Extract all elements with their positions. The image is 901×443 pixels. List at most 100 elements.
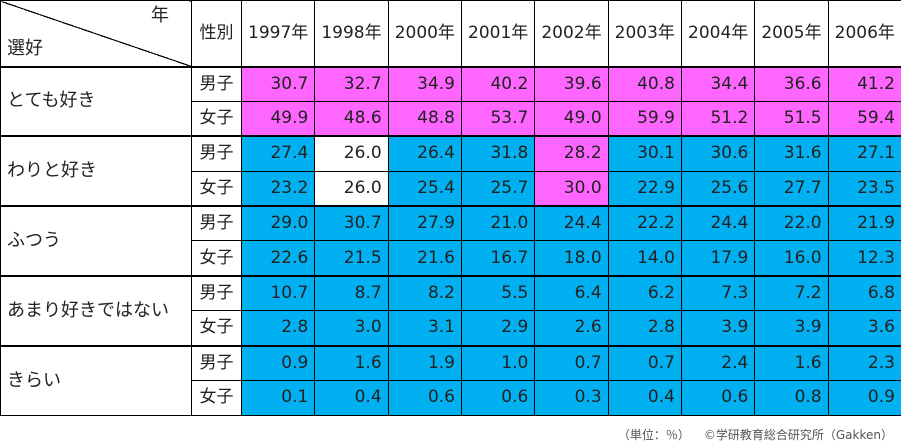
sex-label: 女子 bbox=[191, 310, 242, 347]
sex-label: 男子 bbox=[191, 135, 242, 172]
sex-label: 男子 bbox=[191, 274, 242, 312]
value-cell: 12.3 bbox=[827, 240, 901, 277]
preference-label: あまり好きではない bbox=[0, 274, 192, 347]
sex-label: 女子 bbox=[191, 380, 242, 416]
preference-label: ふつう bbox=[0, 205, 192, 277]
value-cell: 25.7 bbox=[460, 170, 536, 207]
value-cell: 21.6 bbox=[387, 240, 462, 277]
value-cell: 0.6 bbox=[387, 380, 462, 416]
value-cell: 2.3 bbox=[827, 344, 901, 382]
value-cell: 14.0 bbox=[607, 240, 682, 277]
sex-label: 女子 bbox=[191, 240, 242, 277]
value-cell: 16.0 bbox=[754, 240, 829, 277]
value-cell: 1.9 bbox=[387, 344, 462, 382]
value-cell: 21.9 bbox=[827, 205, 901, 242]
table-row: きらい 男子 0.9 1.6 1.9 1.0 0.7 0.7 2.4 1.6 2.3 bbox=[0, 344, 901, 416]
year-header: 2004年 bbox=[680, 0, 756, 67]
value-cell: 0.6 bbox=[460, 380, 536, 416]
value-cell: 3.9 bbox=[680, 310, 756, 347]
sex-label: 男子 bbox=[191, 65, 242, 102]
value-cell: 0.4 bbox=[314, 380, 389, 416]
preference-label: わりと好き bbox=[0, 135, 192, 207]
value-cell: 30.7 bbox=[240, 65, 316, 102]
value-cell: 30.7 bbox=[314, 205, 389, 242]
value-cell: 23.2 bbox=[240, 170, 316, 207]
value-cell: 0.4 bbox=[607, 380, 682, 416]
table-row: 女子 2.8 3.0 3.1 2.9 2.6 2.8 3.9 3.9 3.6 bbox=[1, 310, 901, 347]
year-header: 2001年 bbox=[460, 0, 536, 67]
value-cell: 24.4 bbox=[534, 205, 609, 242]
footer-note: （単位：％） ©学研教育総合研究所（Gakken） bbox=[604, 426, 893, 443]
value-cell: 39.6 bbox=[534, 65, 609, 102]
value-cell: 2.9 bbox=[460, 310, 536, 347]
year-axis-label: 年 bbox=[151, 5, 169, 26]
value-cell: 17.9 bbox=[680, 240, 756, 277]
preference-label: きらい bbox=[0, 344, 192, 416]
year-header: 2000年 bbox=[387, 0, 462, 67]
value-cell: 40.2 bbox=[460, 65, 536, 102]
value-cell: 22.2 bbox=[607, 205, 682, 242]
value-cell: 29.0 bbox=[240, 205, 316, 242]
value-cell: 21.0 bbox=[460, 205, 536, 242]
value-cell: 22.0 bbox=[754, 205, 829, 242]
value-cell: 26.0 bbox=[314, 135, 389, 172]
sex-label: 男子 bbox=[191, 344, 242, 382]
unit-note: （単位：％） bbox=[617, 428, 690, 442]
value-cell: 41.2 bbox=[827, 65, 901, 102]
value-cell: 6.2 bbox=[607, 274, 682, 312]
value-cell: 25.6 bbox=[680, 170, 756, 207]
table-row: 女子 22.6 21.5 21.6 16.7 18.0 14.0 17.9 16.0 12.3 bbox=[1, 240, 901, 277]
value-cell: 21.5 bbox=[314, 240, 389, 277]
preference-axis-label: 選好 bbox=[7, 37, 43, 59]
table-row: 女子 0.1 0.4 0.6 0.6 0.3 0.4 0.6 0.8 0.9 bbox=[1, 380, 901, 416]
value-cell: 0.9 bbox=[827, 380, 901, 416]
value-cell: 59.4 bbox=[827, 100, 901, 137]
value-cell: 30.1 bbox=[607, 135, 682, 172]
value-cell: 51.5 bbox=[754, 100, 829, 137]
value-cell: 36.6 bbox=[754, 65, 829, 102]
value-cell: 0.8 bbox=[754, 380, 829, 416]
value-cell: 22.6 bbox=[240, 240, 316, 277]
value-cell: 5.5 bbox=[460, 274, 536, 312]
table-row: ふつう 男子 29.0 30.7 27.9 21.0 24.4 22.2 24.4 22.0 21.… bbox=[0, 205, 901, 277]
table-row: 女子 49.9 48.6 48.8 53.7 49.0 59.9 51.2 51.5 59.4 bbox=[1, 100, 901, 137]
value-cell: 3.1 bbox=[387, 310, 462, 347]
value-cell: 59.9 bbox=[607, 100, 682, 137]
value-cell: 2.8 bbox=[607, 310, 682, 347]
table-row: わりと好き 男子 27.4 26.0 26.4 31.8 28.2 30.1 30.6 31.6 2… bbox=[0, 135, 901, 207]
value-cell: 3.9 bbox=[754, 310, 829, 347]
value-cell: 18.0 bbox=[534, 240, 609, 277]
sex-label: 男子 bbox=[191, 205, 242, 242]
value-cell: 27.9 bbox=[387, 205, 462, 242]
value-cell: 28.2 bbox=[534, 135, 609, 172]
preference-table: 年 選好 性別 1997年 1998年 2000年 2001年 2002年 2003年 20… bbox=[0, 0, 901, 416]
year-header: 2005年 bbox=[754, 0, 829, 67]
value-cell: 24.4 bbox=[680, 205, 756, 242]
value-cell: 0.3 bbox=[534, 380, 609, 416]
year-header: 1998年 bbox=[314, 0, 389, 67]
value-cell: 2.4 bbox=[680, 344, 756, 382]
value-cell: 49.9 bbox=[240, 100, 316, 137]
value-cell: 6.4 bbox=[534, 274, 609, 312]
preference-label: とても好き bbox=[0, 65, 192, 137]
value-cell: 1.6 bbox=[754, 344, 829, 382]
value-cell: 10.7 bbox=[240, 274, 316, 312]
value-cell: 27.1 bbox=[827, 135, 901, 172]
value-cell: 48.8 bbox=[387, 100, 462, 137]
value-cell: 7.3 bbox=[680, 274, 756, 312]
value-cell: 22.9 bbox=[607, 170, 682, 207]
sex-label: 女子 bbox=[191, 170, 242, 207]
value-cell: 30.6 bbox=[680, 135, 756, 172]
value-cell: 8.2 bbox=[387, 274, 462, 312]
value-cell: 31.8 bbox=[460, 135, 536, 172]
value-cell: 26.0 bbox=[314, 170, 389, 207]
corner-header-cell: 年 選好 bbox=[0, 0, 192, 67]
value-cell: 6.8 bbox=[827, 274, 901, 312]
value-cell: 0.9 bbox=[240, 344, 316, 382]
year-header: 2002年 bbox=[534, 0, 609, 67]
value-cell: 2.8 bbox=[240, 310, 316, 347]
header-row: 年 選好 性別 1997年 1998年 2000年 2001年 2002年 2003年 20… bbox=[0, 0, 901, 67]
value-cell: 0.7 bbox=[607, 344, 682, 382]
value-cell: 1.6 bbox=[314, 344, 389, 382]
value-cell: 51.2 bbox=[680, 100, 756, 137]
